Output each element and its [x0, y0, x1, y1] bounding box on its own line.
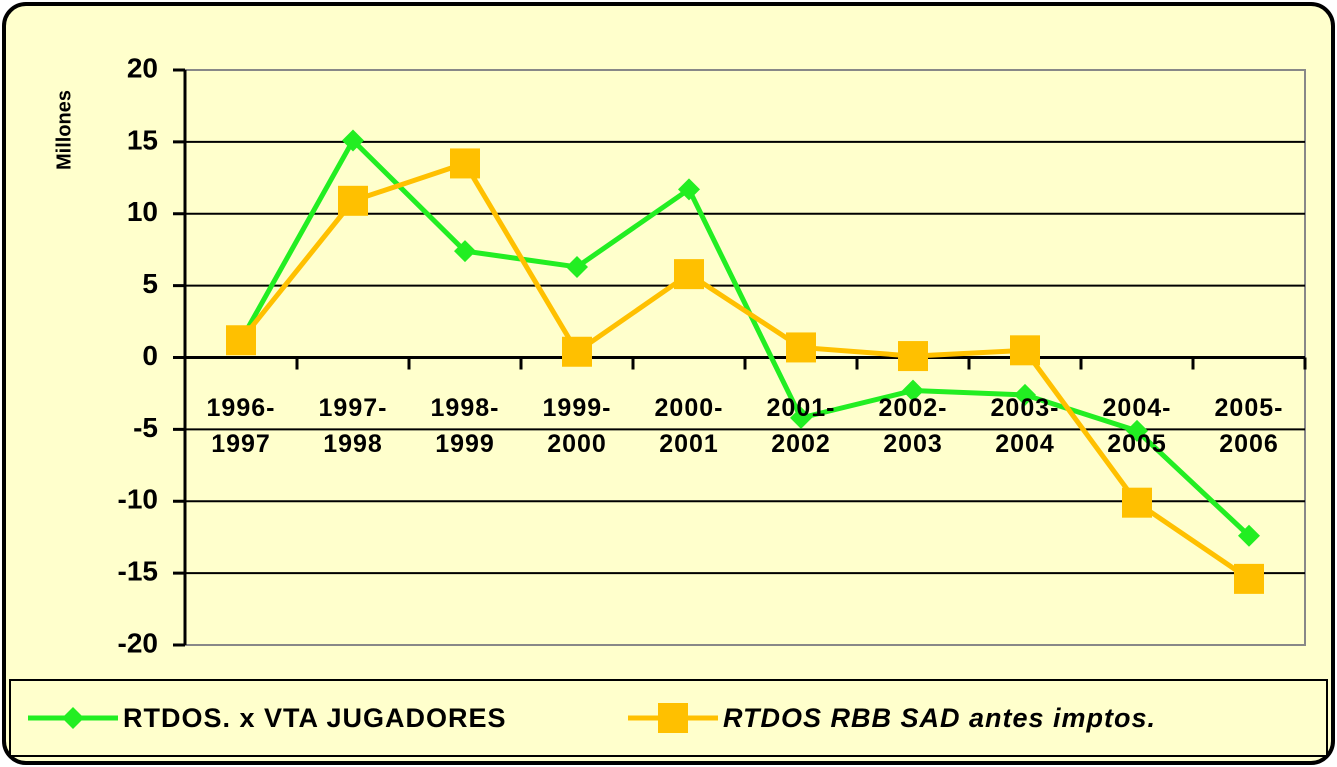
- data-point: [674, 259, 704, 290]
- x-tick-label: 1998-1999: [430, 393, 500, 458]
- y-tick-label: -20: [118, 627, 158, 658]
- x-tick-label: 1996-1997: [206, 393, 276, 458]
- y-tick-label: 0: [142, 340, 158, 371]
- x-tick-label: 2001-2002: [766, 393, 836, 458]
- data-point: [786, 332, 816, 363]
- x-tick-label: 2003-2004: [990, 393, 1060, 458]
- x-tick-label: 2004-2005: [1102, 393, 1172, 458]
- legend-label: RTDOS. x VTA JUGADORES: [123, 703, 507, 733]
- x-tick-label: 2002-2003: [878, 393, 948, 458]
- data-point: [1010, 335, 1040, 366]
- series-line: [239, 160, 1251, 581]
- data-point: [1238, 524, 1260, 547]
- x-tick-label: 1999-2000: [542, 393, 612, 458]
- y-tick-label: -15: [118, 556, 158, 587]
- data-point: [1234, 563, 1264, 594]
- legend-marker: [62, 707, 84, 729]
- y-tick-label: -10: [118, 484, 158, 515]
- data-point: [566, 255, 588, 278]
- x-tick-label: 2005-2006: [1214, 393, 1284, 458]
- data-point: [342, 129, 364, 152]
- y-tick-label: -5: [133, 412, 158, 443]
- data-point: [454, 240, 476, 263]
- y-axis-label: Millones: [53, 90, 75, 170]
- data-point: [226, 325, 256, 356]
- series-line: [238, 136, 1251, 538]
- x-tick-label: 2000-2001: [654, 393, 724, 458]
- y-tick-label: 15: [127, 124, 158, 155]
- data-point: [450, 148, 480, 179]
- legend: [9, 679, 1328, 757]
- y-tick-label: 20: [127, 52, 158, 83]
- y-tick-label: 5: [142, 268, 158, 299]
- data-point: [562, 336, 592, 367]
- data-point: [898, 341, 928, 372]
- data-point: [1122, 487, 1152, 518]
- x-tick-label: 1997-1998: [318, 393, 388, 458]
- data-point: [1126, 419, 1148, 442]
- data-point: [338, 185, 368, 216]
- data-point: [902, 379, 924, 402]
- data-point: [678, 178, 700, 201]
- y-tick-label: 10: [127, 196, 158, 227]
- data-point: [790, 406, 812, 429]
- legend-label: RTDOS RBB SAD antes imptos.: [723, 703, 1156, 733]
- legend-marker: [658, 703, 688, 733]
- data-point: [1014, 383, 1036, 406]
